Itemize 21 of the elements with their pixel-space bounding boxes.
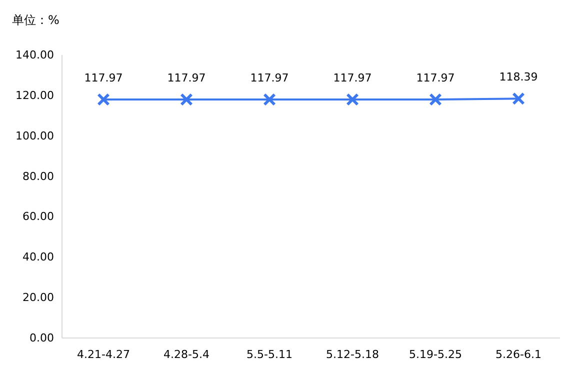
y-tick-label: 120.00 bbox=[16, 88, 54, 102]
x-tick-label: 5.19-5.25 bbox=[409, 348, 462, 361]
ylabel: 单位：% bbox=[12, 13, 60, 27]
y-tick-label: 80.00 bbox=[22, 170, 54, 183]
x-tick-label: 5.12-5.18 bbox=[326, 348, 379, 361]
y-tick-label: 140.00 bbox=[16, 48, 54, 62]
y-tick-label: 100.00 bbox=[16, 129, 54, 142]
x-tick-label: 5.5-5.11 bbox=[246, 348, 292, 361]
data-label: 117.97 bbox=[250, 72, 289, 85]
data-label: 117.97 bbox=[167, 72, 206, 85]
y-tick-label: 60.00 bbox=[22, 210, 54, 224]
data-label: 118.39 bbox=[499, 70, 538, 84]
x-tick-label: 5.26-6.1 bbox=[496, 348, 542, 361]
data-label: 117.97 bbox=[416, 72, 455, 85]
data-label: 117.97 bbox=[84, 72, 123, 85]
y-tick-label: 40.00 bbox=[22, 250, 54, 264]
y-tick-label: 20.00 bbox=[22, 291, 54, 304]
data-label: 117.97 bbox=[333, 72, 372, 85]
x-tick-label: 4.28-5.4 bbox=[164, 348, 210, 361]
y-tick-label: 0.00 bbox=[30, 332, 54, 344]
x-tick-label: 4.21-4.27 bbox=[77, 348, 130, 361]
